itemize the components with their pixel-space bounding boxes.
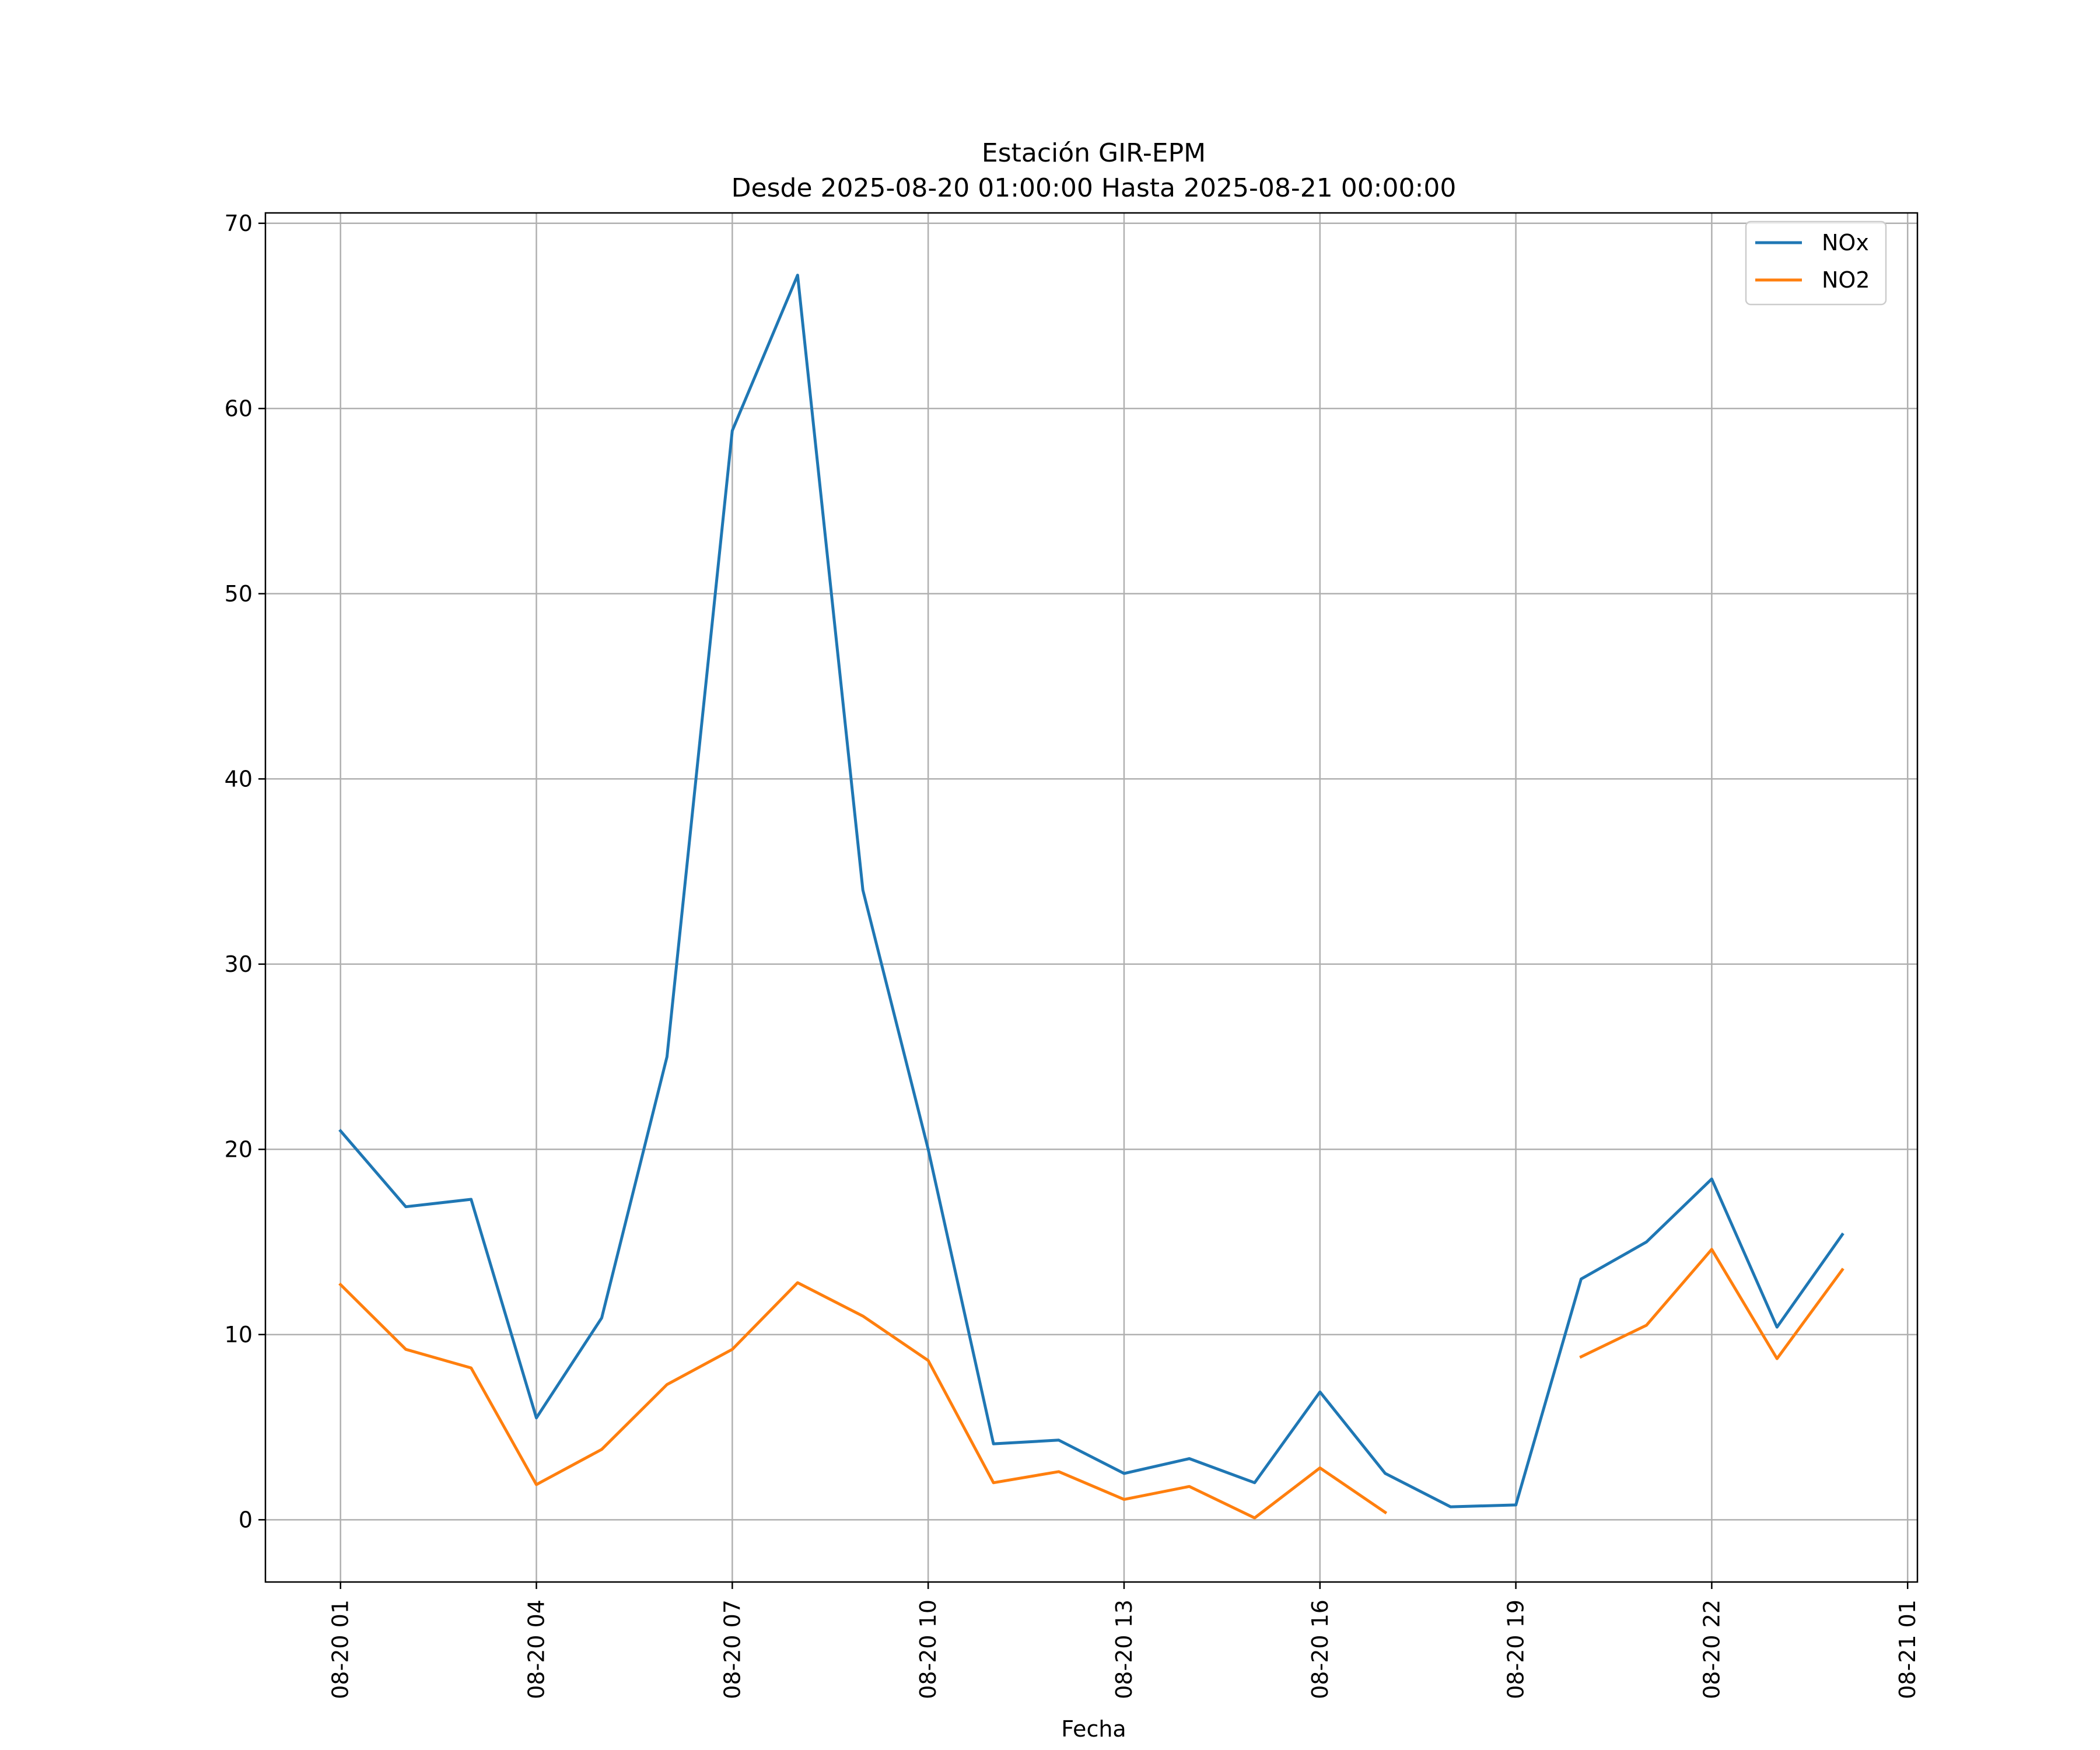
y-tick-label: 0 xyxy=(239,1507,253,1532)
y-axis: 0 10 20 30 40 50 60 70 xyxy=(225,211,265,1532)
chart-subtitle: Desde 2025-08-20 01:00:00 Hasta 2025-08-… xyxy=(732,173,1457,203)
x-tick-label: 08-20 10 xyxy=(915,1600,941,1699)
x-axis: 08-20 01 08-20 04 08-20 07 08-20 10 08-20 13… xyxy=(328,1582,1920,1699)
y-tick-label: 20 xyxy=(225,1136,253,1162)
x-tick-label: 08-20 01 xyxy=(328,1600,354,1699)
series-line-nox xyxy=(338,274,1845,1508)
y-tick-label: 40 xyxy=(225,766,253,792)
x-tick-label: 08-20 22 xyxy=(1699,1600,1724,1699)
chart-title: Estación GIR-EPM xyxy=(982,138,1206,168)
legend-label-no2: NO2 xyxy=(1822,267,1870,293)
x-tick-label: 08-20 04 xyxy=(524,1600,550,1699)
series-line-no2 xyxy=(1579,1248,1845,1360)
x-tick-label: 08-20 19 xyxy=(1503,1600,1529,1699)
y-tick-label: 60 xyxy=(225,396,253,421)
y-tick-label: 10 xyxy=(225,1322,253,1348)
series-line-no2 xyxy=(338,1281,1388,1520)
x-axis-label: Fecha xyxy=(1061,1716,1126,1742)
y-tick-label: 70 xyxy=(225,211,253,236)
x-tick-label: 08-20 13 xyxy=(1111,1600,1137,1699)
series-layer xyxy=(338,274,1845,1520)
x-tick-label: 08-20 16 xyxy=(1307,1600,1333,1699)
y-tick-label: 30 xyxy=(225,951,253,977)
legend: NOx NO2 xyxy=(1745,220,1887,306)
x-tick-label: 08-21 01 xyxy=(1895,1600,1920,1699)
legend-label-nox: NOx xyxy=(1822,230,1869,256)
plot-frame xyxy=(264,212,1919,1583)
x-tick-label: 08-20 07 xyxy=(719,1600,745,1699)
y-tick-label: 50 xyxy=(225,581,253,607)
